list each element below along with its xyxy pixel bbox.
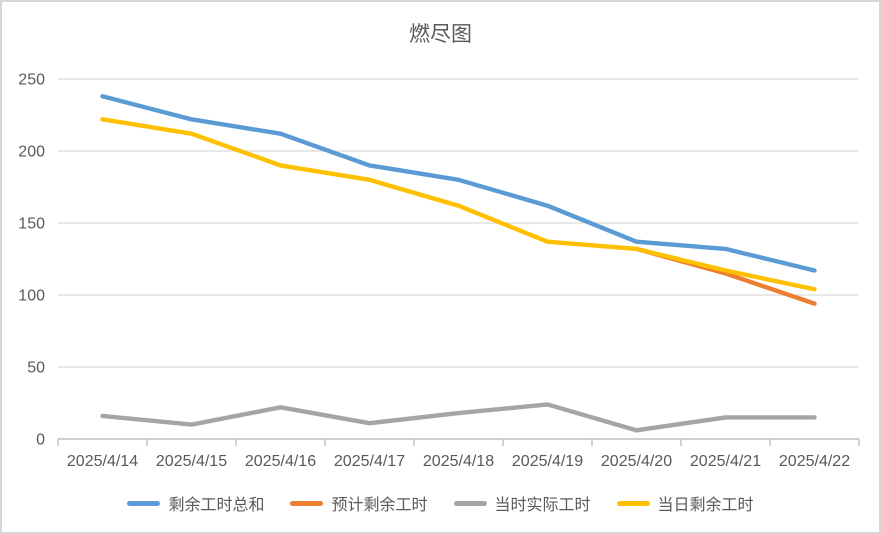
x-axis-label: 2025/4/17 (334, 453, 405, 470)
legend-marker-remaining-total (127, 500, 161, 506)
legend-label-daily-remaining: 当日剩余工时 (657, 497, 754, 514)
x-axis-label: 2025/4/19 (512, 453, 583, 470)
legend-item-actual-hours: 当时实际工时 (453, 491, 591, 515)
y-axis-label: 200 (18, 144, 45, 161)
x-axis-label: 2025/4/21 (690, 453, 761, 470)
legend-label-actual-hours: 当时实际工时 (494, 497, 591, 514)
x-axis-label: 2025/4/14 (67, 453, 138, 470)
y-axis-label: 100 (18, 288, 45, 305)
legend-label-predicted-remaining: 预计剩余工时 (331, 497, 428, 514)
series-line-daily-remaining (100, 117, 817, 292)
chart-title: 燃尽图 (409, 23, 472, 46)
legend-marker-daily-remaining (616, 500, 650, 506)
legend-marker-actual-hours (453, 500, 487, 506)
legend-item-predicted-remaining: 预计剩余工时 (290, 491, 428, 515)
x-axis-label: 2025/4/22 (779, 453, 850, 470)
series-line-remaining-total (100, 94, 817, 273)
y-axis-label: 0 (36, 432, 45, 449)
legend-marker-predicted-remaining (290, 500, 324, 506)
y-axis-label: 150 (18, 216, 45, 233)
plot-area: 0 50 100 150 200 250 2025/4/14 2025/4/15 2025/4/… (18, 72, 860, 470)
y-axis-label: 50 (27, 360, 45, 377)
series-line-actual-hours (100, 402, 817, 433)
x-axis-label: 2025/4/15 (156, 453, 227, 470)
y-axis-label: 250 (18, 72, 45, 89)
x-axis-label: 2025/4/16 (245, 453, 316, 470)
x-axis-label: 2025/4/18 (423, 453, 494, 470)
legend-item-remaining-total: 剩余工时总和 (127, 491, 264, 515)
legend-item-daily-remaining: 当日剩余工时 (616, 491, 754, 515)
chart-legend: 剩余工时总和 预计剩余工时 当时实际工时 当日剩余工时 (2, 491, 879, 515)
x-axis-label: 2025/4/20 (601, 453, 672, 470)
legend-label-remaining-total: 剩余工时总和 (168, 497, 265, 514)
